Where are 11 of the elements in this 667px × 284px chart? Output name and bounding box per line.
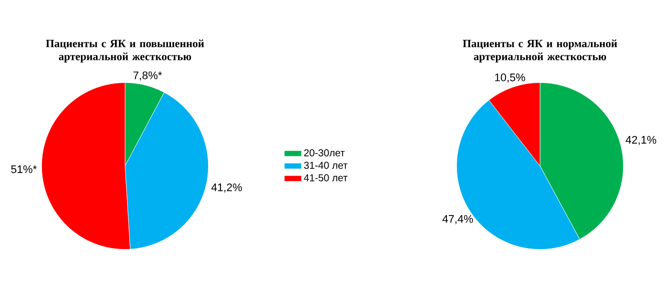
data-label: 47,4% — [442, 215, 473, 224]
data-label: 7,8%* — [133, 71, 162, 81]
legend-label: 31-40 лет — [304, 162, 348, 169]
legend-label: 41-50 лет — [304, 174, 348, 182]
data-label: 51%* — [11, 165, 37, 174]
data-label: 10,5% — [495, 74, 526, 83]
legend-label: 20-30лет — [304, 149, 345, 156]
chart-title: Пациенты с ЯК и нормальной артериальной жесткостью — [462, 40, 618, 62]
data-label: 41,2% — [211, 183, 242, 193]
chart-title: Пациенты с ЯК и повышенной артериальной жесткостью — [46, 40, 204, 62]
data-label: 42,1% — [626, 136, 656, 146]
